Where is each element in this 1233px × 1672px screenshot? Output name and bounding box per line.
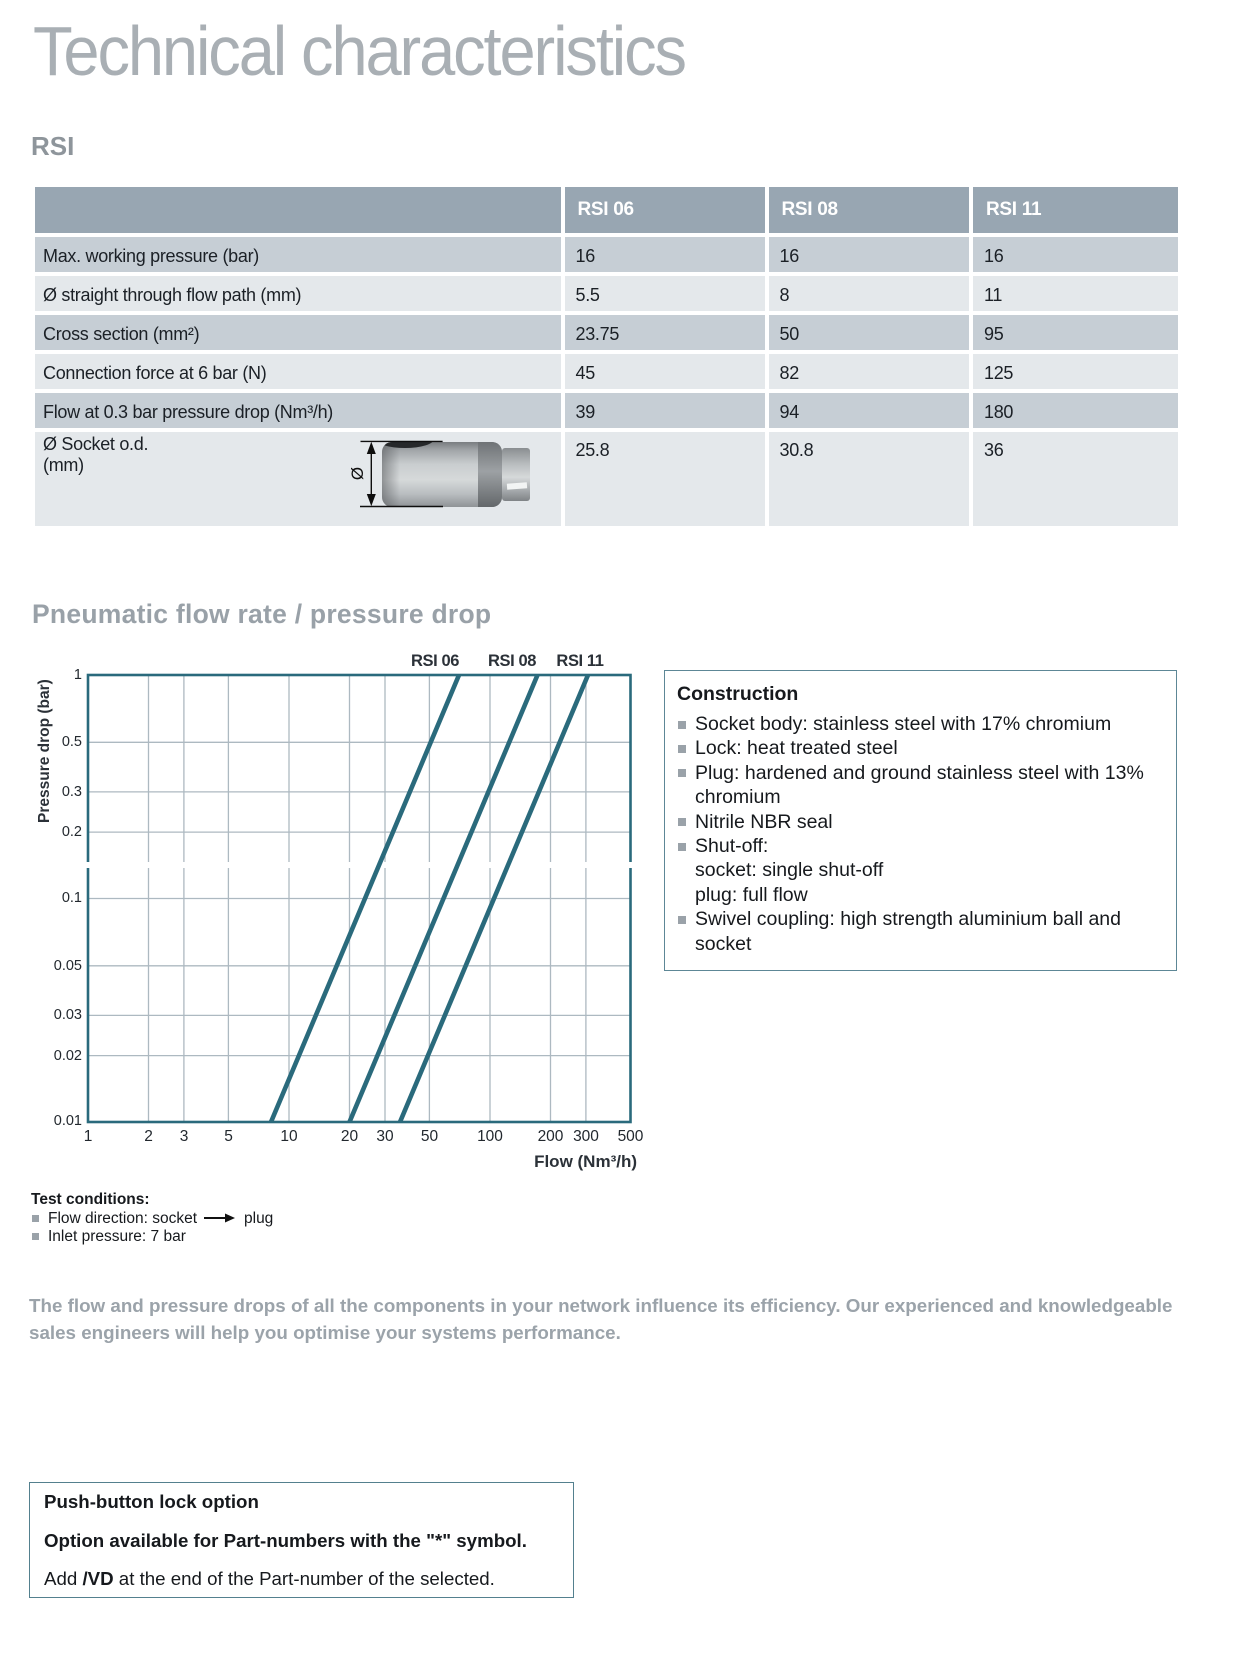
svg-text:Ø: Ø [348,467,367,480]
